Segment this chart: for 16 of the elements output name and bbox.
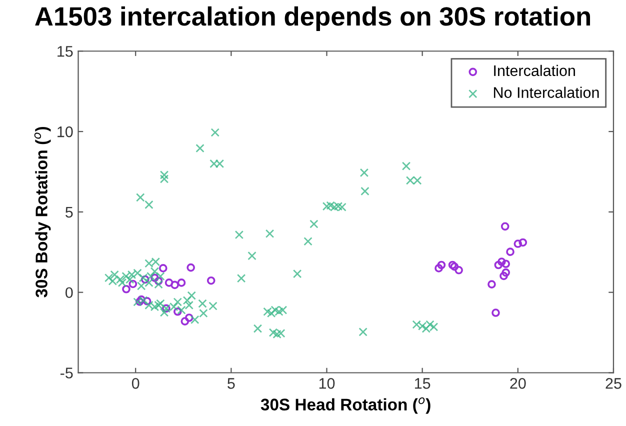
x-tick-label: 10 — [319, 378, 335, 389]
x-tick-label: 25 — [606, 378, 622, 389]
y-tick-label: -5 — [60, 368, 73, 378]
y-tick-label: 15 — [58, 46, 73, 57]
x-tick-label: 5 — [228, 378, 235, 389]
y-tick-label: 10 — [58, 126, 73, 138]
x-tick-label: 0 — [132, 378, 140, 389]
chart-title: A1503 intercalation depends on 30S rotation — [35, 6, 590, 31]
x-tick-label: 20 — [510, 378, 526, 389]
y-tick-label: 5 — [66, 206, 73, 218]
legend-label: No Intercalation — [494, 86, 599, 98]
legend-label: Intercalation — [494, 64, 575, 76]
y-tick-label: 0 — [65, 287, 73, 298]
x-tick-label: 15 — [414, 378, 430, 389]
y-axis-title: 30S Body Rotation ($^{o}$) — [34, 126, 51, 298]
x-axis-title: 30S Head Rotation ($^{o}$) — [260, 397, 430, 414]
